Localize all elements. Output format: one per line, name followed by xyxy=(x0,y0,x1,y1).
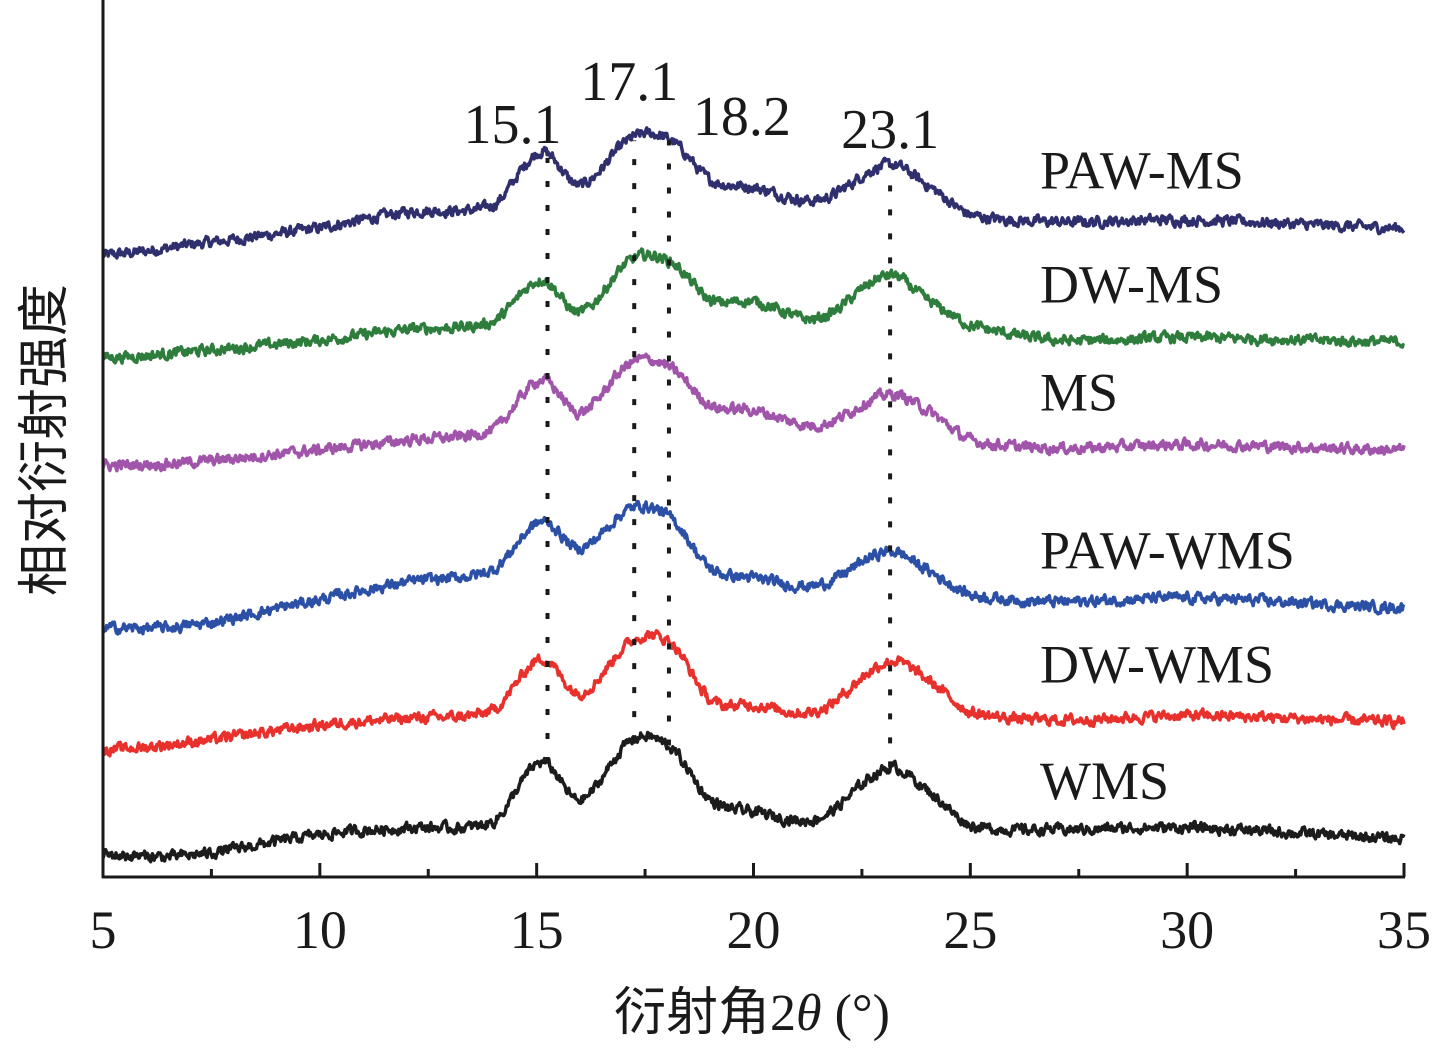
x-tick-label: 25 xyxy=(943,900,997,960)
x-tick-labels: 5 10 15 20 25 30 35 xyxy=(90,900,1432,960)
series-dw-ms-line xyxy=(101,247,1406,365)
peak-label-15.1: 15.1 xyxy=(464,94,562,156)
x-tick-label: 20 xyxy=(727,900,781,960)
x-tick-label: 5 xyxy=(90,900,117,960)
x-axis-label: 衍射角2θ (°) xyxy=(614,985,890,1042)
peak-lines xyxy=(545,140,893,768)
series-wms-line xyxy=(101,730,1406,864)
series-group xyxy=(101,126,1406,864)
series-paw-ms-line xyxy=(101,126,1406,260)
x-tick-label: 30 xyxy=(1160,900,1214,960)
series-paw-wms-line xyxy=(101,499,1406,636)
series-labels: PAW-MS DW-MS MS PAW-WMS DW-WMS WMS xyxy=(1040,141,1295,811)
peak-label-18.2: 18.2 xyxy=(693,86,791,148)
series-ms-line xyxy=(101,352,1406,473)
y-axis-label: 相对衍射强度 xyxy=(17,284,74,596)
series-label-dw-ms: DW-MS xyxy=(1040,255,1223,315)
series-dw-wms-line xyxy=(102,629,1406,758)
series-label-paw-wms: PAW-WMS xyxy=(1040,520,1295,580)
series-label-wms: WMS xyxy=(1040,751,1169,811)
peak-label-17.1: 17.1 xyxy=(580,51,678,113)
x-tick-label: 10 xyxy=(293,900,347,960)
series-label-paw-ms: PAW-MS xyxy=(1040,141,1244,201)
x-tick-label: 15 xyxy=(510,900,564,960)
x-tick-label: 35 xyxy=(1377,900,1431,960)
series-label-ms: MS xyxy=(1040,362,1118,422)
peak-labels: 15.1 17.118.2 23.1 xyxy=(464,51,940,161)
x-ticks xyxy=(101,863,1406,877)
peak-label-23.1: 23.1 xyxy=(841,99,939,161)
series-label-dw-wms: DW-WMS xyxy=(1040,634,1274,694)
